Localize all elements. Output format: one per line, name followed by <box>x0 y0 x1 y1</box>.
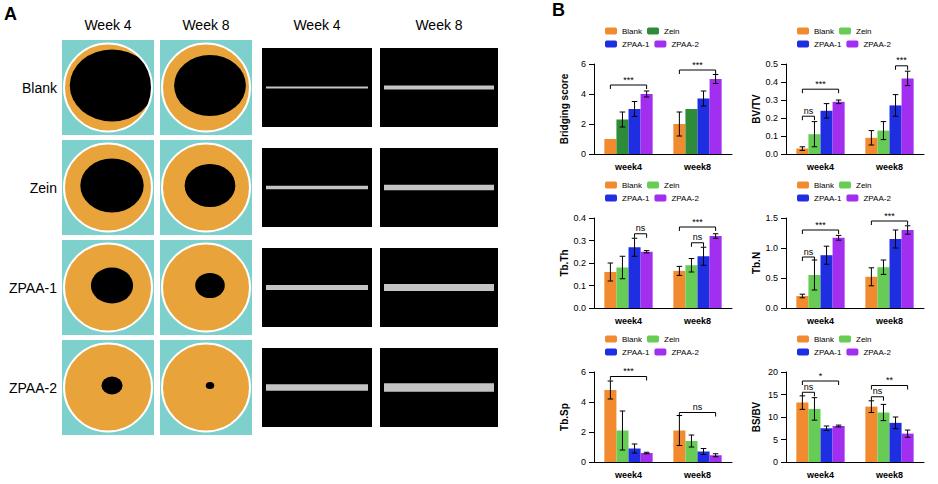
svg-text:ZPAA-1: ZPAA-1 <box>9 280 57 296</box>
svg-text:ZPAA-2: ZPAA-2 <box>863 348 891 357</box>
svg-text:Zein: Zein <box>664 181 680 190</box>
svg-text:10: 10 <box>768 412 778 422</box>
svg-text:0.1: 0.1 <box>765 131 778 141</box>
svg-text:0.0: 0.0 <box>573 303 586 313</box>
svg-text:week8: week8 <box>683 470 711 480</box>
svg-text:ZPAA-2: ZPAA-2 <box>9 380 57 396</box>
svg-text:*: * <box>819 371 823 381</box>
svg-text:week4: week4 <box>614 162 642 172</box>
svg-text:ns: ns <box>804 382 814 392</box>
svg-text:BV/TV: BV/TV <box>751 94 762 124</box>
svg-text:***: *** <box>692 217 703 227</box>
svg-text:5: 5 <box>773 435 778 445</box>
svg-text:20: 20 <box>768 367 778 377</box>
svg-text:Week 8: Week 8 <box>415 17 462 33</box>
svg-text:0.0: 0.0 <box>765 149 778 159</box>
svg-text:Blank: Blank <box>622 335 643 344</box>
svg-text:week8: week8 <box>683 162 711 172</box>
svg-text:***: *** <box>815 79 826 89</box>
svg-text:Blank: Blank <box>814 27 835 36</box>
svg-text:Blank: Blank <box>814 181 835 190</box>
svg-text:week4: week4 <box>806 162 834 172</box>
svg-text:Zein: Zein <box>30 180 57 196</box>
svg-text:0.3: 0.3 <box>573 236 586 246</box>
svg-text:0.2: 0.2 <box>573 258 586 268</box>
svg-text:ns: ns <box>693 232 703 242</box>
svg-text:6: 6 <box>581 367 586 377</box>
svg-text:ZPAA-1: ZPAA-1 <box>814 194 842 203</box>
svg-text:2: 2 <box>581 427 586 437</box>
svg-text:week4: week4 <box>806 470 834 480</box>
svg-text:1.0: 1.0 <box>765 243 778 253</box>
svg-text:Blank: Blank <box>622 27 643 36</box>
svg-text:***: *** <box>896 55 907 65</box>
svg-text:ZPAA-1: ZPAA-1 <box>622 348 650 357</box>
svg-text:week4: week4 <box>806 316 834 326</box>
svg-text:ns: ns <box>873 386 883 396</box>
svg-text:Week 4: Week 4 <box>293 17 340 33</box>
svg-text:2: 2 <box>581 119 586 129</box>
svg-text:6: 6 <box>581 59 586 69</box>
svg-text:0.3: 0.3 <box>765 95 778 105</box>
svg-text:ZPAA-2: ZPAA-2 <box>863 40 891 49</box>
svg-text:Blank: Blank <box>622 181 643 190</box>
svg-text:0.5: 0.5 <box>765 273 778 283</box>
svg-text:0: 0 <box>581 457 586 467</box>
html-text:B: B <box>552 0 565 20</box>
svg-text:ZPAA-1: ZPAA-1 <box>814 348 842 357</box>
svg-text:Bridging score: Bridging score <box>559 73 570 144</box>
svg-text:week8: week8 <box>875 316 903 326</box>
svg-text:ZPAA-2: ZPAA-2 <box>671 348 699 357</box>
svg-text:week8: week8 <box>683 316 711 326</box>
svg-text:week4: week4 <box>614 316 642 326</box>
svg-text:4: 4 <box>581 89 586 99</box>
svg-text:week8: week8 <box>875 162 903 172</box>
svg-text:0.4: 0.4 <box>765 77 778 87</box>
svg-text:ZPAA-1: ZPAA-1 <box>622 40 650 49</box>
svg-text:***: *** <box>692 60 703 70</box>
svg-text:BS/BV: BS/BV <box>751 401 762 432</box>
svg-text:ns: ns <box>804 247 814 257</box>
svg-text:ZPAA-1: ZPAA-1 <box>622 194 650 203</box>
svg-text:week8: week8 <box>875 470 903 480</box>
svg-text:Week 4: Week 4 <box>84 17 131 33</box>
svg-text:4: 4 <box>581 397 586 407</box>
svg-text:***: *** <box>623 75 634 85</box>
svg-text:Blank: Blank <box>22 80 58 96</box>
svg-text:Tb.N: Tb.N <box>751 252 762 274</box>
svg-text:ZPAA-2: ZPAA-2 <box>671 40 699 49</box>
svg-text:0.2: 0.2 <box>765 113 778 123</box>
svg-text:ns: ns <box>636 223 646 233</box>
svg-text:Zein: Zein <box>664 27 680 36</box>
svg-text:Week 8: Week 8 <box>182 17 229 33</box>
svg-text:week4: week4 <box>614 470 642 480</box>
svg-text:0.4: 0.4 <box>573 213 586 223</box>
svg-text:ZPAA-1: ZPAA-1 <box>814 40 842 49</box>
svg-text:ZPAA-2: ZPAA-2 <box>671 194 699 203</box>
svg-text:A: A <box>4 4 17 24</box>
svg-text:***: *** <box>815 220 826 230</box>
svg-text:Zein: Zein <box>856 181 872 190</box>
svg-text:Zein: Zein <box>664 335 680 344</box>
svg-text:Tb.Th: Tb.Th <box>559 249 570 276</box>
svg-text:Blank: Blank <box>814 335 835 344</box>
svg-text:0.0: 0.0 <box>765 303 778 313</box>
svg-text:Zein: Zein <box>856 27 872 36</box>
svg-text:15: 15 <box>768 390 778 400</box>
svg-text:***: *** <box>623 366 634 376</box>
svg-text:ns: ns <box>693 402 703 412</box>
svg-text:0.5: 0.5 <box>765 59 778 69</box>
svg-text:0: 0 <box>581 149 586 159</box>
svg-text:0.1: 0.1 <box>573 281 586 291</box>
svg-text:ZPAA-2: ZPAA-2 <box>863 194 891 203</box>
svg-text:0: 0 <box>773 457 778 467</box>
svg-text:**: ** <box>886 375 894 385</box>
svg-text:Zein: Zein <box>856 335 872 344</box>
svg-text:1.5: 1.5 <box>765 213 778 223</box>
svg-text:ns: ns <box>804 106 814 116</box>
svg-text:Tb.Sp: Tb.Sp <box>559 403 570 431</box>
svg-text:***: *** <box>884 211 895 221</box>
